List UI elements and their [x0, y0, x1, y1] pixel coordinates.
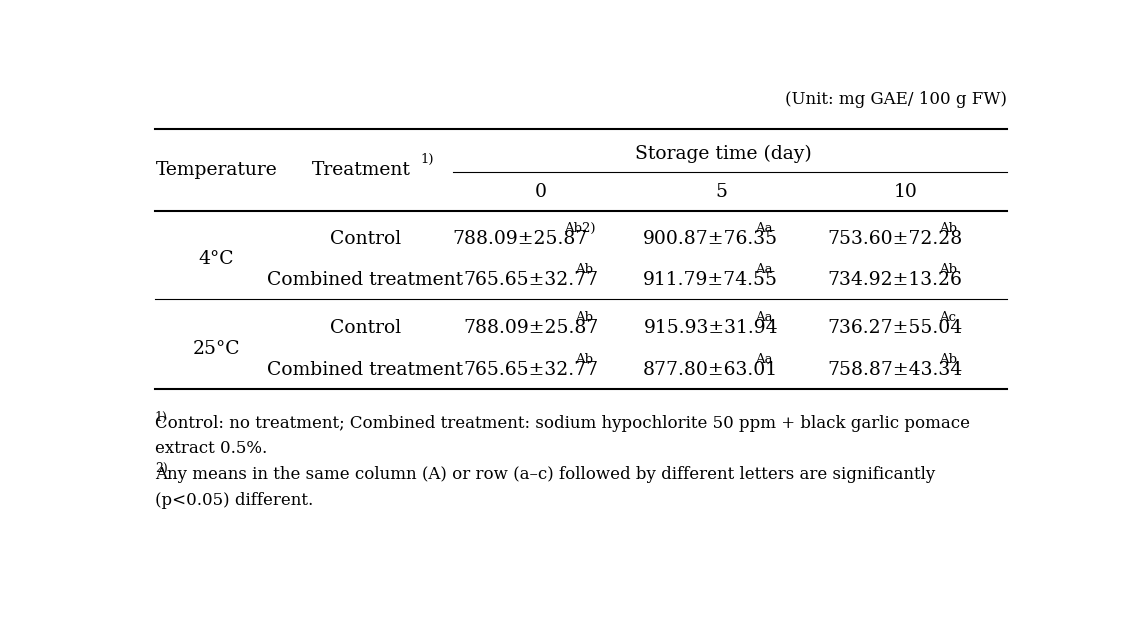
Text: Ab2): Ab2) — [564, 222, 596, 235]
Text: (p<0.05) different.: (p<0.05) different. — [155, 492, 313, 509]
Text: Control: no treatment; Combined treatment: sodium hypochlorite 50 ppm + black ga: Control: no treatment; Combined treatmen… — [155, 415, 970, 431]
Text: Any means in the same column (A) or row (a–c) followed by different letters are : Any means in the same column (A) or row … — [155, 466, 935, 483]
Text: Temperature: Temperature — [155, 160, 278, 178]
Text: 1): 1) — [420, 153, 434, 166]
Text: 765.65±32.77: 765.65±32.77 — [463, 361, 598, 379]
Text: Aa: Aa — [755, 311, 773, 324]
Text: Aa: Aa — [755, 222, 773, 235]
Text: Combined treatment: Combined treatment — [267, 361, 463, 379]
Text: Aa: Aa — [755, 263, 773, 276]
Text: Combined treatment: Combined treatment — [267, 271, 463, 289]
Text: 788.09±25.87: 788.09±25.87 — [463, 319, 598, 337]
Text: 10: 10 — [894, 183, 918, 201]
Text: 5: 5 — [715, 183, 727, 201]
Text: 877.80±63.01: 877.80±63.01 — [644, 361, 778, 379]
Text: Aa: Aa — [755, 352, 773, 366]
Text: Ac: Ac — [939, 311, 956, 324]
Text: Ab: Ab — [939, 263, 957, 276]
Text: (Unit: mg GAE/ 100 g FW): (Unit: mg GAE/ 100 g FW) — [784, 91, 1006, 108]
Text: Ab: Ab — [939, 352, 957, 366]
Text: 753.60±72.28: 753.60±72.28 — [827, 230, 963, 248]
Text: 915.93±31.94: 915.93±31.94 — [644, 319, 778, 337]
Text: 758.87±43.34: 758.87±43.34 — [827, 361, 963, 379]
Text: 25°C: 25°C — [193, 340, 240, 358]
Text: 900.87±76.35: 900.87±76.35 — [644, 230, 778, 248]
Text: Ab: Ab — [574, 311, 593, 324]
Text: 736.27±55.04: 736.27±55.04 — [827, 319, 963, 337]
Text: 911.79±74.55: 911.79±74.55 — [644, 271, 778, 289]
Text: Ab: Ab — [574, 263, 593, 276]
Text: 0: 0 — [535, 183, 547, 201]
Text: Ab: Ab — [939, 222, 957, 235]
Text: 765.65±32.77: 765.65±32.77 — [463, 271, 598, 289]
Text: 2): 2) — [155, 462, 168, 476]
Text: extract 0.5%.: extract 0.5%. — [155, 440, 267, 457]
Text: 734.92±13.26: 734.92±13.26 — [828, 271, 963, 289]
Text: 788.09±25.87: 788.09±25.87 — [453, 230, 588, 248]
Text: Control: Control — [330, 319, 401, 337]
Text: Storage time (day): Storage time (day) — [634, 144, 811, 163]
Text: 4°C: 4°C — [198, 250, 235, 268]
Text: Treatment: Treatment — [312, 160, 410, 178]
Text: 1): 1) — [155, 411, 168, 424]
Text: Ab: Ab — [574, 352, 593, 366]
Text: Control: Control — [330, 230, 401, 248]
